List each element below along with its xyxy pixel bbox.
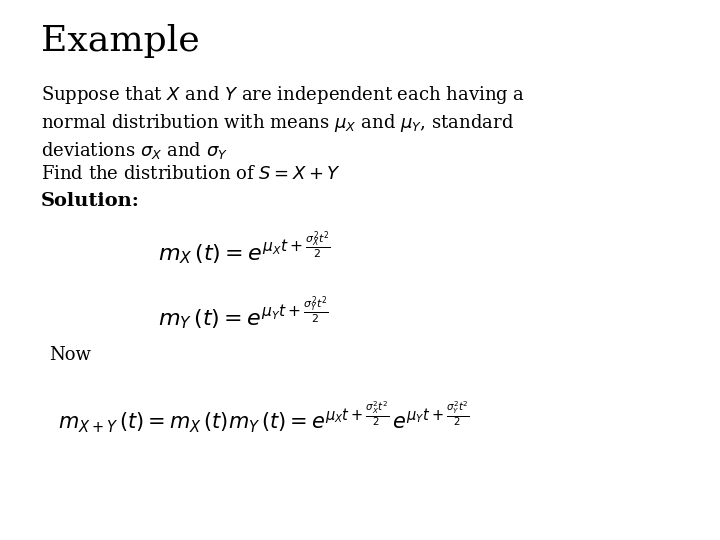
Text: Now: Now <box>49 346 91 363</box>
Text: Example: Example <box>41 24 199 58</box>
Text: Find the distribution of $S = X + Y$: Find the distribution of $S = X + Y$ <box>41 165 341 183</box>
Text: $m_{X+Y}\,(t)=m_X\,(t)m_Y\,(t)=e^{\mu_X t+\frac{\sigma_X^2 t^2}{2}}\,e^{\mu_Y t+: $m_{X+Y}\,(t)=m_X\,(t)m_Y\,(t)=e^{\mu_X … <box>58 400 469 435</box>
Text: normal distribution with means $\mu_X$ and $\mu_Y$, standard: normal distribution with means $\mu_X$ a… <box>41 112 514 134</box>
Text: $m_X\,(t)=e^{\mu_X t+\frac{\sigma_X^2 t^2}{2}}$: $m_X\,(t)=e^{\mu_X t+\frac{\sigma_X^2 t^… <box>158 230 330 268</box>
Text: Solution:: Solution: <box>41 192 140 210</box>
Text: deviations $\sigma_X$ and $\sigma_Y$: deviations $\sigma_X$ and $\sigma_Y$ <box>41 140 228 161</box>
Text: Suppose that $X$ and $Y$ are independent each having a: Suppose that $X$ and $Y$ are independent… <box>41 84 525 106</box>
Text: $m_Y\,(t)=e^{\mu_Y t+\frac{\sigma_Y^2 t^2}{2}}$: $m_Y\,(t)=e^{\mu_Y t+\frac{\sigma_Y^2 t^… <box>158 294 329 333</box>
